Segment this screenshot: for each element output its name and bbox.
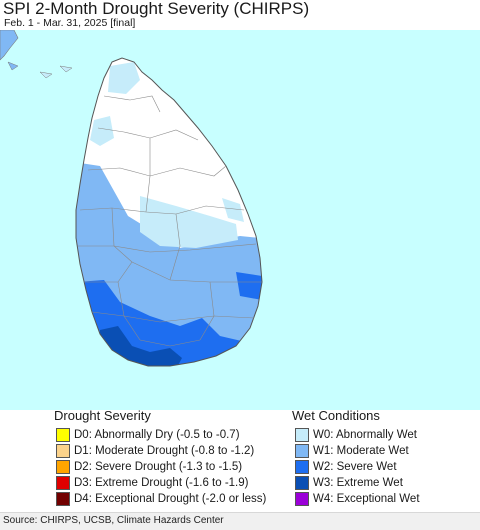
legend-item-d1: D1: Moderate Drought (-0.8 to -1.2) (56, 443, 254, 459)
drought-legend-heading: Drought Severity (54, 408, 151, 423)
drought-map (0, 30, 480, 410)
legend-label: W0: Abnormally Wet (313, 429, 417, 441)
w2-southeast (236, 272, 262, 300)
map-title: SPI 2-Month Drought Severity (CHIRPS) (3, 0, 310, 18)
swatch-d0 (56, 428, 70, 442)
legend-item-w1: W1: Moderate Wet (295, 443, 409, 459)
sri-lanka-outline (75, 57, 263, 367)
swatch-w0 (295, 428, 309, 442)
map-header: SPI 2-Month Drought Severity (CHIRPS) Fe… (0, 0, 480, 30)
legend-item-d2: D2: Severe Drought (-1.3 to -1.5) (56, 459, 242, 475)
legend-item-d0: D0: Abnormally Dry (-0.5 to -0.7) (56, 427, 240, 443)
legend-label: W3: Extreme Wet (313, 477, 403, 489)
w3-southwest (100, 326, 182, 366)
swatch-d4 (56, 492, 70, 506)
legend-item-w4: W4: Exceptional Wet (295, 491, 420, 507)
island-north-1 (7, 61, 19, 71)
w0-north-patch (108, 62, 140, 94)
legend-item-d3: D3: Extreme Drought (-1.6 to -1.9) (56, 475, 248, 491)
footer: Source: CHIRPS, UCSB, Climate Hazards Ce… (0, 512, 480, 530)
island-north-2 (39, 71, 53, 79)
legend-label: D2: Severe Drought (-1.3 to -1.5) (74, 461, 243, 473)
district-boundaries (78, 95, 262, 347)
swatch-d1 (56, 444, 70, 458)
legend-label: D0: Abnormally Dry (-0.5 to -0.7) (74, 429, 240, 441)
legend-item-w0: W0: Abnormally Wet (295, 427, 417, 443)
w0-central-patch (140, 196, 238, 248)
legend-item-w2: W2: Severe Wet (295, 459, 397, 475)
legend-label: W1: Moderate Wet (313, 445, 409, 457)
island-north-3 (59, 65, 73, 73)
legend-label: W2: Severe Wet (313, 461, 397, 473)
date-range: Feb. 1 - Mar. 31, 2025 [final] (4, 17, 136, 29)
legend-label: D1: Moderate Drought (-0.8 to -1.2) (74, 445, 255, 457)
legend-item-d4: D4: Exceptional Drought (-2.0 or less) (56, 491, 266, 507)
legend: Drought Severity D0: Abnormally Dry (-0.… (0, 408, 480, 510)
swatch-d3 (56, 476, 70, 490)
w0-north-patch-2 (90, 116, 114, 146)
island-fill (76, 58, 262, 366)
swatch-w4 (295, 492, 309, 506)
legend-label: W4: Exceptional Wet (313, 493, 420, 505)
source-credit: Source: CHIRPS, UCSB, Climate Hazards Ce… (3, 515, 224, 526)
legend-label: D3: Extreme Drought (-1.6 to -1.9) (74, 477, 249, 489)
legend-label: D4: Exceptional Drought (-2.0 or less) (74, 493, 267, 505)
swatch-w3 (295, 476, 309, 490)
legend-item-w3: W3: Extreme Wet (295, 475, 403, 491)
swatch-w2 (295, 460, 309, 474)
w0-east-patch (222, 198, 244, 222)
swatch-w1 (295, 444, 309, 458)
swatch-d2 (56, 460, 70, 474)
wet-legend-heading: Wet Conditions (292, 408, 380, 423)
india-coast (0, 30, 19, 61)
